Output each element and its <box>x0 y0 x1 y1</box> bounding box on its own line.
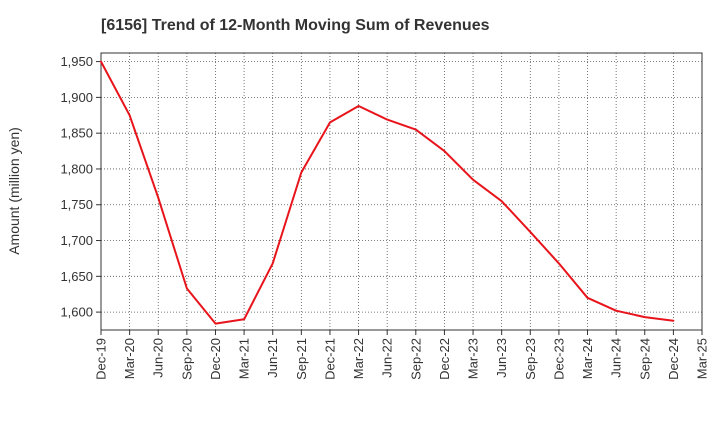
x-tick-label: Dec-19 <box>94 338 109 380</box>
x-tick-label: Mar-21 <box>237 338 252 379</box>
x-tick-label: Jun-21 <box>265 338 280 378</box>
x-tick-label: Jun-23 <box>494 338 509 378</box>
x-tick-label: Sep-24 <box>637 338 652 380</box>
y-tick-label: 1,650 <box>60 269 93 284</box>
x-tick-label: Dec-21 <box>322 338 337 380</box>
y-tick-labels: 1,600 1,650 1,700 1,750 1,800 1,850 1,900 1,950 <box>60 54 93 320</box>
x-tick-label: Jun-20 <box>151 338 166 378</box>
y-tick-label: 1,600 <box>60 305 93 320</box>
series-layer <box>100 60 675 325</box>
x-tick-label: Mar-25 <box>695 338 710 379</box>
x-tick-label: Sep-20 <box>179 338 194 380</box>
series-line <box>100 60 675 325</box>
x-tick-label: Sep-23 <box>523 338 538 380</box>
axes <box>96 52 703 335</box>
y-axis-label: Amount (million yen) <box>6 127 22 255</box>
x-tick-label: Jun-24 <box>609 338 624 378</box>
y-tick-label: 1,750 <box>60 197 93 212</box>
plot-frame <box>100 52 703 331</box>
y-tick-label: 1,700 <box>60 233 93 248</box>
y-tick-label: 1,800 <box>60 161 93 176</box>
x-tick-label: Sep-22 <box>408 338 423 380</box>
x-tick-label: Dec-22 <box>437 338 452 380</box>
x-tick-labels: Dec-19 Mar-20 Jun-20 Sep-20 Dec-20 Mar-21 Jun-… <box>94 338 710 380</box>
x-tick-label: Mar-20 <box>122 338 137 379</box>
x-tick-label: Sep-21 <box>294 338 309 380</box>
x-tick-label: Dec-23 <box>551 338 566 380</box>
y-tick-label: 1,900 <box>60 90 93 105</box>
chart-title: [6156] Trend of 12-Month Moving Sum of R… <box>101 17 490 34</box>
x-tick-label: Dec-24 <box>666 338 681 380</box>
x-tick-label: Mar-23 <box>466 338 481 379</box>
x-tick-label: Mar-22 <box>351 338 366 379</box>
x-tick-label: Dec-20 <box>208 338 223 380</box>
x-tick-label: Jun-22 <box>380 338 395 378</box>
x-tick-label: Mar-24 <box>580 338 595 379</box>
grid-lines <box>101 53 702 330</box>
y-tick-label: 1,850 <box>60 126 93 141</box>
y-tick-label: 1,950 <box>60 54 93 69</box>
